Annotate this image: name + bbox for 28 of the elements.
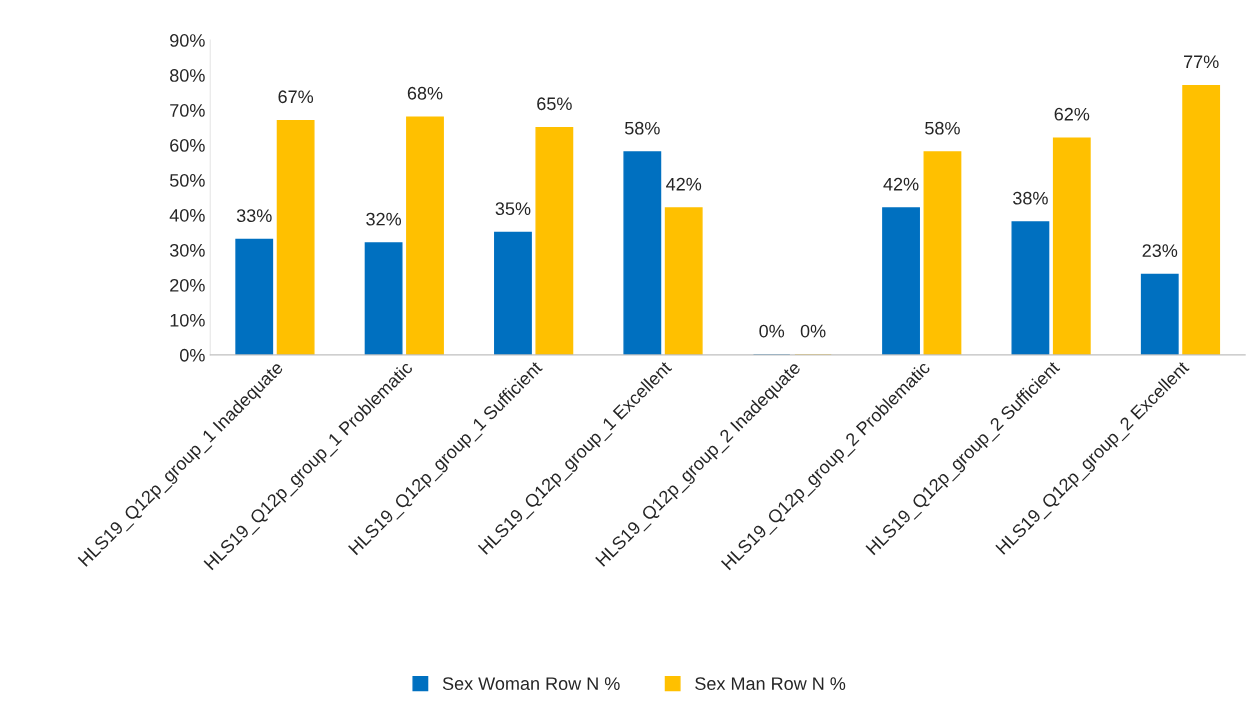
- data-label: 62%: [1054, 107, 1090, 121]
- y-tick-label: 60%: [170, 139, 205, 152]
- data-label: 33%: [236, 209, 272, 223]
- data-label: 58%: [925, 121, 960, 135]
- y-tick-label: 0%: [180, 348, 205, 362]
- data-label: 32%: [366, 212, 402, 226]
- y-tick-label: 90%: [170, 34, 205, 47]
- data-label: 42%: [883, 177, 919, 191]
- legend-label: Sex Woman Row N %: [442, 677, 620, 691]
- data-label: 42%: [666, 177, 702, 191]
- y-tick-label: 10%: [170, 313, 205, 327]
- data-label: 68%: [407, 86, 443, 100]
- data-label: 35%: [495, 202, 531, 216]
- data-label: 23%: [1142, 244, 1178, 258]
- data-label: 77%: [1184, 55, 1219, 69]
- data-label: 58%: [624, 121, 660, 135]
- y-tick-label: 20%: [170, 278, 205, 292]
- y-tick-label: 70%: [170, 104, 205, 117]
- y-tick-label: 80%: [170, 69, 205, 82]
- y-tick-label: 40%: [169, 208, 205, 222]
- data-label: 65%: [537, 97, 572, 111]
- y-tick-label: 50%: [169, 173, 205, 187]
- data-label: 0%: [800, 324, 826, 338]
- legend-label: Sex Man Row N %: [695, 677, 846, 691]
- data-label: 38%: [1013, 191, 1048, 205]
- data-label: 0%: [759, 324, 785, 338]
- data-label: 67%: [278, 90, 314, 104]
- y-tick-label: 30%: [169, 243, 205, 257]
